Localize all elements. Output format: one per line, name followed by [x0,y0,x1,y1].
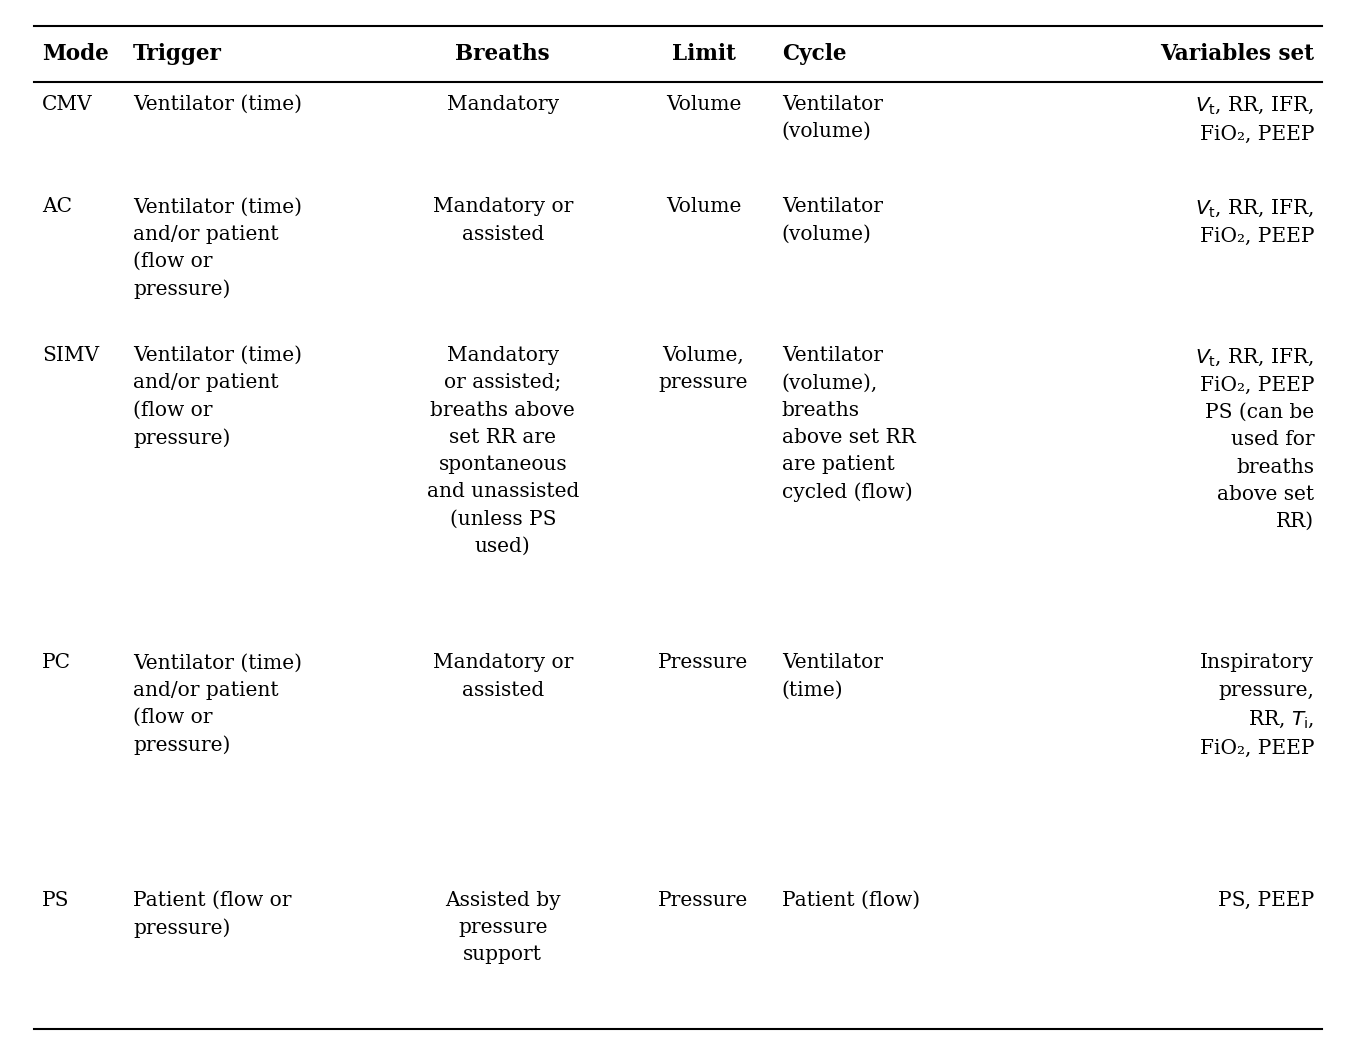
Text: Ventilator (time)
and/or patient
(flow or
pressure): Ventilator (time) and/or patient (flow o… [132,346,301,447]
Text: Volume,
pressure: Volume, pressure [658,346,748,392]
Text: Variables set: Variables set [1160,43,1314,65]
Text: Limit: Limit [672,43,735,65]
Text: Inspiratory
pressure,
RR, $T_\mathrm{i}$,
FiO₂, PEEP: Inspiratory pressure, RR, $T_\mathrm{i}$… [1199,654,1314,758]
Text: Volume: Volume [665,197,741,216]
Text: Assisted by
pressure
support: Assisted by pressure support [445,891,561,964]
Text: $V_\mathrm{t}$, RR, IFR,
FiO₂, PEEP: $V_\mathrm{t}$, RR, IFR, FiO₂, PEEP [1195,197,1314,246]
Text: PS, PEEP: PS, PEEP [1218,891,1314,910]
Text: Patient (flow or
pressure): Patient (flow or pressure) [132,891,292,938]
Text: Breaths: Breaths [456,43,550,65]
Text: PC: PC [42,654,70,673]
Text: $V_\mathrm{t}$, RR, IFR,
FiO₂, PEEP
PS (can be
used for
breaths
above set
RR): $V_\mathrm{t}$, RR, IFR, FiO₂, PEEP PS (… [1195,346,1314,531]
Text: Mandatory
or assisted;
breaths above
set RR are
spontaneous
and unassisted
(unle: Mandatory or assisted; breaths above set… [427,346,579,555]
Text: Ventilator (time)
and/or patient
(flow or
pressure): Ventilator (time) and/or patient (flow o… [132,654,301,756]
Text: AC: AC [42,197,72,216]
Text: Ventilator
(volume): Ventilator (volume) [781,95,883,141]
Text: Pressure: Pressure [658,891,749,910]
Text: Ventilator (time): Ventilator (time) [132,95,301,114]
Text: PS: PS [42,891,69,910]
Text: Ventilator (time)
and/or patient
(flow or
pressure): Ventilator (time) and/or patient (flow o… [132,197,301,299]
Text: Mandatory or
assisted: Mandatory or assisted [433,197,573,243]
Text: Mode: Mode [42,43,108,65]
Text: Volume: Volume [665,95,741,114]
Text: Ventilator
(volume),
breaths
above set RR
are patient
cycled (flow): Ventilator (volume), breaths above set R… [781,346,915,502]
Text: $V_\mathrm{t}$, RR, IFR,
FiO₂, PEEP: $V_\mathrm{t}$, RR, IFR, FiO₂, PEEP [1195,95,1314,144]
Text: Ventilator
(volume): Ventilator (volume) [781,197,883,243]
Text: Patient (flow): Patient (flow) [781,891,919,910]
Text: Ventilator
(time): Ventilator (time) [781,654,883,700]
Text: Pressure: Pressure [658,654,749,673]
Text: Mandatory: Mandatory [446,95,558,114]
Text: CMV: CMV [42,95,92,114]
Text: SIMV: SIMV [42,346,99,365]
Text: Trigger: Trigger [132,43,222,65]
Text: Cycle: Cycle [781,43,846,65]
Text: Mandatory or
assisted: Mandatory or assisted [433,654,573,700]
